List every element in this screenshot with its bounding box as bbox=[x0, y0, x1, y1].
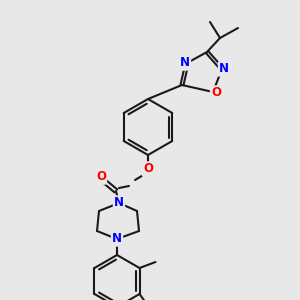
Text: N: N bbox=[114, 196, 124, 209]
Text: N: N bbox=[180, 56, 190, 70]
Text: O: O bbox=[211, 86, 221, 100]
Text: O: O bbox=[96, 170, 106, 184]
Text: N: N bbox=[112, 232, 122, 245]
Text: N: N bbox=[219, 62, 229, 76]
Text: O: O bbox=[143, 163, 153, 176]
